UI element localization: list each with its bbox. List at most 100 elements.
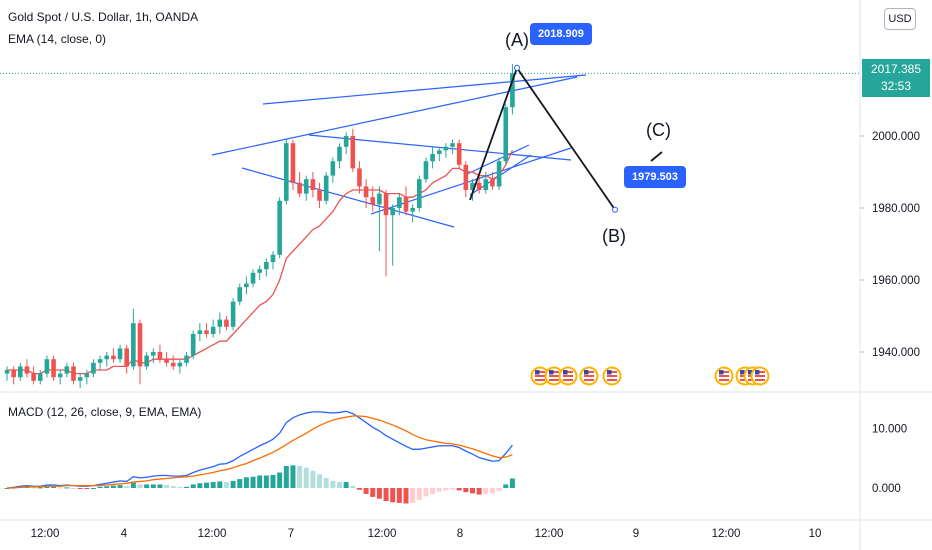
macd-histogram-bar (257, 475, 263, 488)
macd-histogram-bar (283, 465, 289, 488)
macd-histogram-bar (263, 475, 269, 488)
event-stripe (607, 375, 617, 377)
macd-histogram-bar (104, 486, 110, 488)
macd-histogram-bar (436, 488, 442, 492)
macd-histogram-bar (223, 482, 229, 488)
macd-histogram-bar (144, 484, 150, 488)
macd-histogram-bar (204, 482, 209, 488)
currency-button[interactable]: USD (884, 8, 916, 30)
x-tick-label: 12:00 (198, 528, 227, 540)
candle-body (284, 143, 289, 201)
macd-histogram-bar (37, 487, 43, 489)
macd-y-tick-label: 10.000 (872, 424, 907, 436)
macd-histogram-bar (450, 488, 456, 490)
event-canton (607, 370, 612, 375)
y-tick-label: 1980.000 (872, 203, 920, 215)
candle-body (423, 161, 429, 180)
macd-histogram-bar (396, 488, 402, 503)
candle-body (476, 182, 482, 190)
axes-layer: 1940.000 1960.000 1980.000 2000.000 0.000 10.… (31, 131, 920, 540)
macd-histogram-bar (150, 484, 156, 488)
candle-body (317, 190, 322, 201)
candle-body (84, 373, 90, 378)
last-price-tag: 2017.385 32:53 (862, 59, 930, 97)
candle-body (417, 179, 422, 208)
event-stripe (719, 379, 729, 381)
candle-body (363, 186, 369, 198)
callout-b[interactable]: 1979.503 (624, 166, 686, 188)
candle-body (330, 161, 336, 176)
y-tick-label: 1960.000 (872, 275, 920, 287)
macd-histogram-bar (84, 488, 90, 489)
candle-body (11, 370, 16, 378)
candle-body (430, 154, 435, 162)
candle-body (510, 73, 515, 108)
event-stripe (719, 371, 729, 373)
macd-histogram-bar (177, 486, 183, 488)
candle-body (4, 370, 10, 374)
candle-body (164, 359, 169, 363)
candle-body (44, 359, 50, 374)
macd-histogram-bar (416, 488, 422, 500)
macd-histogram-bar (363, 488, 369, 494)
macd-histogram-bar (170, 486, 176, 488)
wave-path (469, 65, 616, 211)
ema-legend[interactable]: EMA (14, close, 0) (8, 32, 107, 46)
candle-body (131, 323, 136, 367)
candle-body (184, 355, 189, 363)
candle-body (64, 366, 70, 374)
wave-point-a (514, 64, 520, 71)
candle-body (230, 301, 236, 327)
candle-body (310, 179, 316, 190)
macd-histogram-bar (71, 488, 76, 489)
trendline (464, 144, 530, 176)
trendline (262, 74, 587, 105)
candle-body (456, 143, 462, 165)
candle-body (57, 373, 63, 378)
wave-point-b (612, 206, 618, 213)
candle-body (91, 362, 96, 374)
event-stripe (549, 371, 559, 373)
x-tick-label: 8 (457, 528, 463, 540)
macd-histogram-bar (51, 486, 57, 488)
candle-body (217, 319, 223, 327)
macd-histogram-bar (376, 488, 382, 499)
macd-legend[interactable]: MACD (12, 26, close, 9, EMA, EMA) (8, 405, 202, 419)
x-tick-label: 12:00 (368, 528, 397, 540)
macd-histogram-bar (243, 477, 249, 488)
candle-body (337, 146, 342, 162)
x-tick-label: 4 (121, 528, 128, 540)
x-tick-label: 12:00 (712, 528, 741, 540)
candles-layer (4, 64, 515, 388)
last-price: 2017.385 (870, 62, 922, 76)
macd-histogram-bar (57, 487, 63, 489)
event-stripe (535, 371, 545, 373)
macd-histogram-bar (503, 484, 509, 488)
event-canton (549, 370, 554, 375)
macd-histogram-bar (350, 485, 356, 488)
candle-body (343, 136, 349, 147)
wave-label-b: (B) (602, 226, 626, 246)
candle-body (383, 193, 389, 216)
event-canton (535, 370, 540, 375)
candle-body (297, 182, 302, 194)
candle-body (303, 179, 309, 194)
candle-body (111, 355, 116, 360)
x-tick-label: 7 (288, 528, 294, 540)
candle-body (450, 143, 455, 147)
chart-title: Gold Spot / U.S. Dollar, 1h, OANDA (8, 10, 199, 24)
macd-histogram-bar (297, 465, 303, 488)
candle-body (397, 197, 402, 208)
macd-histogram-bar (476, 488, 482, 495)
macd-histogram-bar (250, 476, 256, 488)
candle-body (137, 323, 143, 367)
callout-a[interactable]: 2018.909 (530, 23, 592, 45)
candle-body (24, 366, 30, 374)
candle-body (177, 362, 183, 367)
event-stripe (535, 379, 545, 381)
event-canton (740, 370, 745, 375)
event-stripe (755, 375, 765, 377)
candle-body (250, 272, 256, 284)
macd-histogram-bar (489, 488, 495, 494)
